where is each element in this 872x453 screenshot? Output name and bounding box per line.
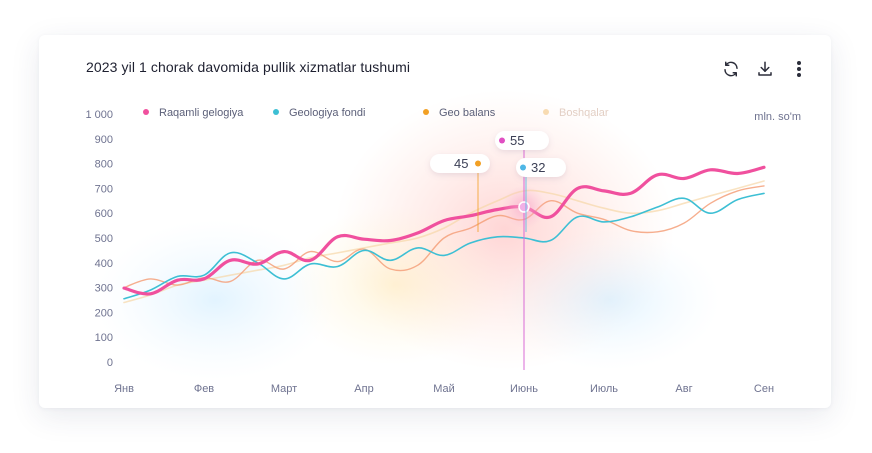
y-tick-label: 600 <box>95 208 113 220</box>
chart-title: 2023 yil 1 chorak davomida pullik xizmat… <box>86 59 411 75</box>
x-tick-label: Июль <box>590 383 618 395</box>
callout-dot <box>475 160 481 167</box>
chart-actions <box>721 59 809 79</box>
x-tick-label: Март <box>271 383 297 395</box>
x-tick-label: Янв <box>114 383 134 395</box>
callout-value: 55 <box>510 133 524 148</box>
refresh-icon[interactable] <box>721 59 741 79</box>
series-line-2 <box>123 192 765 300</box>
glow-blue-2 <box>500 230 720 370</box>
callout-box <box>516 158 566 177</box>
callout-dot <box>520 164 526 171</box>
y-tick-label: 500 <box>95 233 113 245</box>
legend-label: Geologiya fondi <box>289 107 365 119</box>
unit-label: mln. so'm <box>754 111 801 123</box>
x-tick-label: Авг <box>675 383 692 395</box>
glow-yellow <box>285 205 505 365</box>
legend-label: Raqamli gelogiya <box>159 107 244 119</box>
y-tick-label: 700 <box>95 183 113 195</box>
y-tick-label: 100 <box>95 332 113 344</box>
legend-marker <box>143 109 149 115</box>
glow-blue <box>95 220 335 380</box>
y-tick-label: 900 <box>95 134 113 146</box>
x-tick-label: Фев <box>194 383 214 395</box>
highlight-point <box>518 201 530 213</box>
series-line-4 <box>123 180 765 304</box>
series-line-1 <box>122 165 766 296</box>
legend-marker <box>543 109 549 115</box>
x-tick-label: Май <box>433 383 455 395</box>
y-tick-label: 0 <box>107 357 113 369</box>
y-tick-label: 200 <box>95 307 113 319</box>
callout-value: 45 <box>454 156 468 171</box>
callout-value: 32 <box>531 160 545 175</box>
callout-dot <box>499 137 505 144</box>
legend-label: Geo balans <box>439 107 496 119</box>
legend-marker <box>423 109 429 115</box>
y-tick-label: 1 000 <box>85 109 113 121</box>
x-tick-label: Июнь <box>510 383 538 395</box>
x-tick-label: Сен <box>754 383 774 395</box>
download-icon[interactable] <box>755 59 775 79</box>
more-vertical-icon[interactable] <box>789 59 809 79</box>
x-tick-label: Апр <box>354 383 373 395</box>
series-line-3 <box>123 185 765 289</box>
legend-label: Boshqalar <box>559 107 609 119</box>
legend-marker <box>273 109 279 115</box>
y-tick-label: 400 <box>95 258 113 270</box>
callout-box <box>495 131 549 150</box>
y-tick-label: 300 <box>95 283 113 295</box>
y-tick-label: 800 <box>95 159 113 171</box>
callout-box <box>430 154 490 173</box>
